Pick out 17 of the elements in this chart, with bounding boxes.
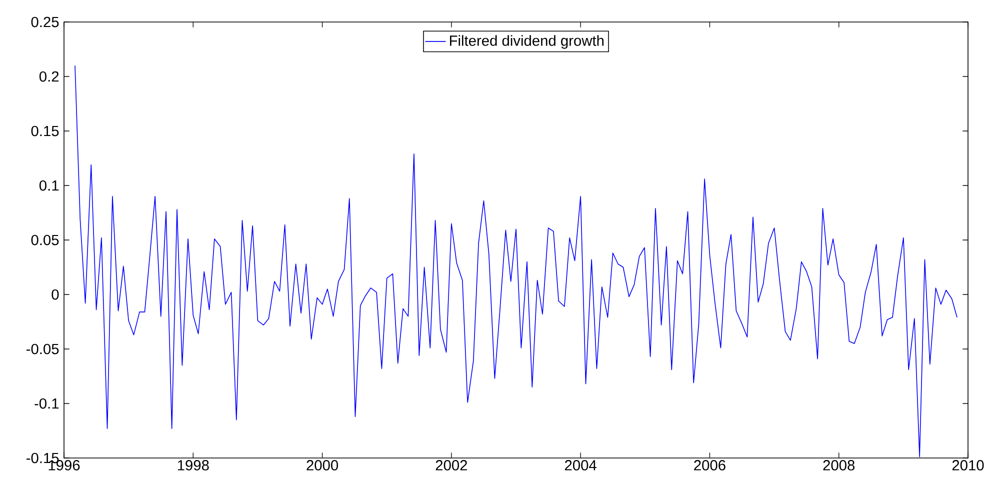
y-tick-label: 0.1 bbox=[39, 180, 59, 191]
x-tick-label: 2002 bbox=[436, 460, 468, 470]
line-series bbox=[74, 65, 958, 458]
y-tick-label: -0.05 bbox=[26, 344, 59, 354]
x-tick-label: 1998 bbox=[178, 460, 209, 470]
y-tick-label: 0.2 bbox=[39, 71, 59, 82]
legend-label: Filtered dividend growth bbox=[450, 35, 604, 49]
y-tick-label: 0.05 bbox=[31, 234, 59, 246]
x-tick-label: 2000 bbox=[306, 460, 338, 470]
x-tick-label: 2004 bbox=[565, 460, 596, 470]
y-tick-label: 0.25 bbox=[31, 16, 59, 28]
x-tick-label: 2008 bbox=[823, 460, 855, 470]
x-tick-label: 2010 bbox=[952, 460, 984, 470]
y-tick-label: -0.1 bbox=[34, 398, 59, 409]
y-tick-label: 0 bbox=[52, 289, 59, 300]
y-tick-label: 0.15 bbox=[31, 126, 59, 136]
x-tick-label: 2006 bbox=[694, 460, 726, 470]
